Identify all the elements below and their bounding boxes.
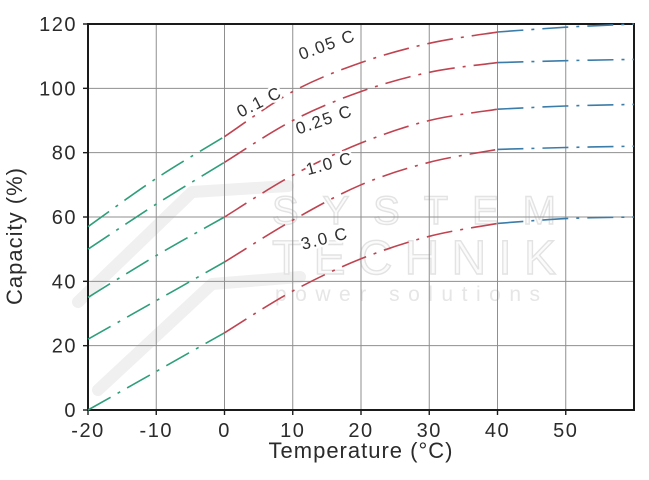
curve-0.05C-segment-1 <box>224 31 498 138</box>
curve-0.05C-segment-2 <box>497 23 635 33</box>
curve-0.1C-segment-2 <box>497 58 635 64</box>
watermark-line2: TECHNIK <box>272 232 556 285</box>
curve-0.1C-segment-1 <box>224 61 498 163</box>
x-tick-label: -10 <box>140 420 173 442</box>
y-axis-title: Capacity (%) <box>2 167 27 305</box>
curve-1.0C-segment-2 <box>497 145 635 151</box>
y-tick-label: 80 <box>52 143 77 165</box>
watermark-logo-swoosh <box>72 180 294 308</box>
curve-1.0C-segment-0 <box>87 261 225 340</box>
x-tick-label: 20 <box>348 420 373 442</box>
x-tick-label: 50 <box>553 420 578 442</box>
curve-label-0.05C: 0.05 C <box>296 26 358 64</box>
curve-0.1C-segment-0 <box>87 161 225 250</box>
curve-0.25C-segment-2 <box>497 103 635 110</box>
curve-0.25C-segment-0 <box>87 216 225 299</box>
x-axis-title: Temperature (°C) <box>269 438 454 463</box>
y-tick-label: 20 <box>52 336 77 358</box>
x-tick-label: 40 <box>485 420 510 442</box>
watermark-line3: power solutions <box>275 283 540 306</box>
x-tick-label: -20 <box>71 420 104 442</box>
y-tick-label: 40 <box>52 271 77 293</box>
curve-3.0C-segment-0 <box>87 332 225 411</box>
curve-label-0.25C: 0.25 C <box>293 101 355 138</box>
x-tick-label: 0 <box>218 420 231 442</box>
curve-0.25C-segment-1 <box>224 108 498 218</box>
y-tick-label: 120 <box>39 14 77 36</box>
watermark-logo-swoosh <box>92 271 306 396</box>
curve-3.0C-segment-2 <box>497 216 635 225</box>
curve-0.05C-segment-0 <box>87 135 225 228</box>
y-tick-label: 60 <box>52 207 77 229</box>
x-tick-label: 10 <box>280 420 305 442</box>
grid <box>88 24 634 410</box>
y-tick-label: 100 <box>39 78 77 100</box>
x-tick-label: 30 <box>417 420 442 442</box>
curve-1.0C-segment-1 <box>224 148 498 263</box>
curve-3.0C-segment-1 <box>224 222 498 334</box>
y-tick-label: 0 <box>64 400 77 422</box>
curves <box>87 23 635 411</box>
watermark-line1: SYSTEM <box>272 189 556 233</box>
